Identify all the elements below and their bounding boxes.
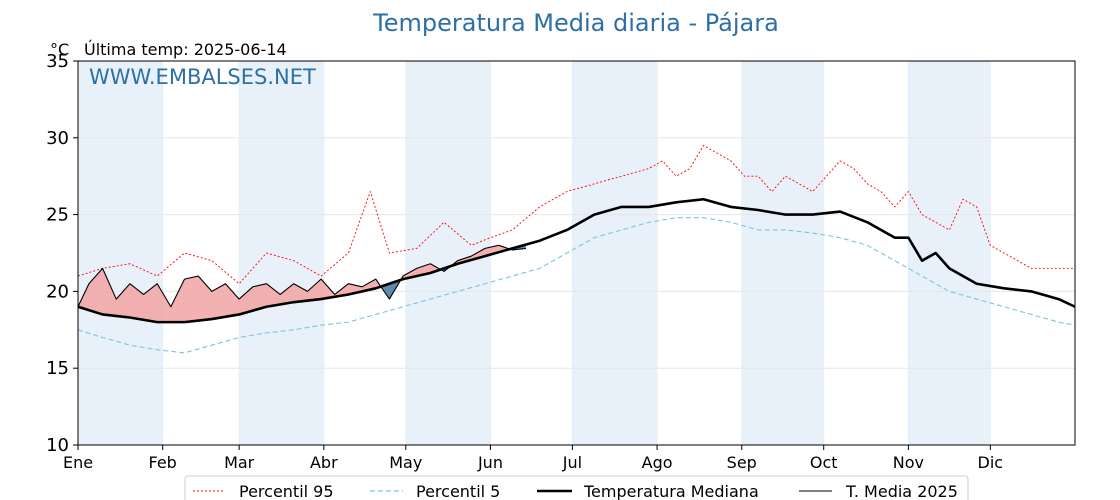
series-line-p5 [77, 217, 1076, 354]
series-line-p95 [77, 145, 1075, 285]
month-band-nov [908, 61, 991, 445]
y-tick-label: 15 [46, 358, 69, 379]
y-tick-label: 30 [46, 128, 69, 149]
series-line-median [77, 197, 1076, 324]
x-tick-label-dic: Dic [978, 453, 1004, 472]
legend-label-media2025: T. Media 2025 [845, 482, 958, 500]
above-median-fill [401, 263, 442, 280]
grid-lines [77, 60, 1075, 446]
x-tick-label-oct: Oct [810, 453, 838, 472]
legend-label-median: Temperatura Mediana [583, 482, 759, 500]
month-band-jul [572, 61, 658, 445]
x-tick-label-abr: Abr [310, 453, 338, 472]
legend-label-p5: Percentil 5 [416, 482, 500, 500]
month-shading-bands [78, 61, 991, 445]
y-tick-label: 20 [46, 281, 69, 302]
month-band-sep [741, 61, 824, 445]
x-tick-label-nov: Nov [893, 453, 924, 472]
last-reading-label: Última temp: 2025-06-14 [84, 40, 287, 59]
x-tick-label-may: May [389, 453, 422, 472]
month-band-mar [239, 61, 324, 445]
x-axis-ticks: Ene Feb Mar Abr May Jun Jul Ago Sep Oct Nov Dic [63, 445, 1003, 472]
unit-label: °C [50, 40, 69, 59]
above-median-fill [78, 268, 382, 323]
y-tick-label: 25 [46, 205, 69, 226]
month-band-ene [78, 61, 163, 445]
chart-title: Temperatura Media diaria - Pájara [372, 9, 779, 37]
x-tick-label-feb: Feb [149, 453, 177, 472]
x-tick-label-sep: Sep [727, 453, 757, 472]
x-tick-label-mar: Mar [224, 453, 255, 472]
legend-label-p95: Percentil 95 [239, 482, 334, 500]
y-tick-label: 10 [46, 435, 69, 456]
y-tick-label: 35 [46, 51, 69, 72]
legend-box [184, 475, 969, 500]
y-axis-ticks: 10 15 20 25 30 35 [46, 51, 78, 456]
plot-frame [77, 60, 1076, 446]
x-tick-label-ago: Ago [642, 453, 673, 472]
x-tick-label-ene: Ene [63, 453, 93, 472]
series-lines [77, 145, 1076, 354]
watermark: WWW.EMBALSES.NET [89, 65, 316, 89]
series-line-media2025 [77, 244, 527, 308]
x-tick-label-jul: Jul [562, 453, 582, 472]
x-tick-label-jun: Jun [477, 453, 503, 472]
chart-legend: Percentil 95 Percentil 5 Temperatura Med… [184, 475, 969, 500]
